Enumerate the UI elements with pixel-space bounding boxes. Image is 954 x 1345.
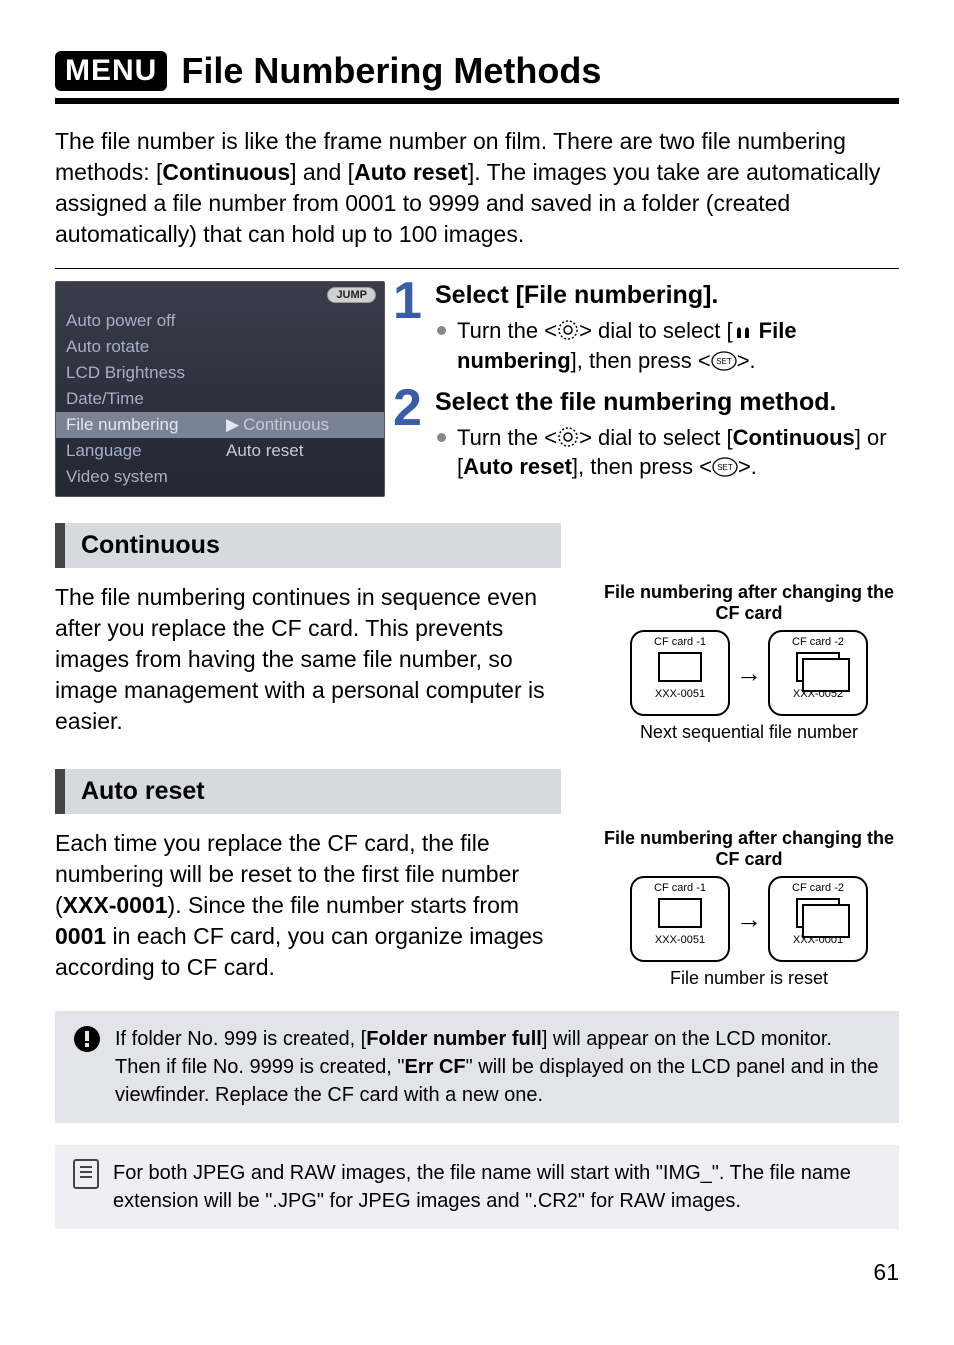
lcd-label: File numbering xyxy=(66,415,226,435)
continuous-body: The file numbering continues in sequence… xyxy=(55,582,575,743)
text: If folder No. 999 is created, [ xyxy=(115,1028,366,1050)
page-number: 61 xyxy=(55,1259,899,1286)
text: > dial to select [ xyxy=(579,318,732,343)
step-2: 2 Select the file numbering method. Turn… xyxy=(437,388,899,482)
lcd-label: Date/Time xyxy=(66,389,226,409)
lcd-screenshot: JUMP Auto power off Auto rotate LCD Brig… xyxy=(55,281,385,497)
text-bold: XXX-0001 xyxy=(63,892,168,918)
lcd-label: Auto power off xyxy=(66,311,226,331)
wrench-icon xyxy=(733,320,753,340)
text: Turn the < xyxy=(457,425,557,450)
step-bullet: Turn the <> dial to select [Continuous] … xyxy=(437,423,899,482)
intro-bold-2: Auto reset xyxy=(354,159,468,185)
figure-caption-bottom: Next sequential file number xyxy=(599,722,899,743)
figure-caption-top: File numbering after changing the CF car… xyxy=(599,828,899,870)
triangle-icon: ▶ xyxy=(226,415,239,435)
text: ], then press < xyxy=(571,348,711,373)
lcd-row-active: File numbering ▶ Continuous xyxy=(56,412,384,438)
page-title: File Numbering Methods xyxy=(181,50,601,92)
text-bold: Auto reset xyxy=(463,454,572,479)
step-1: 1 Select [File numbering]. Turn the <> d… xyxy=(437,281,899,375)
text: >. xyxy=(737,348,756,373)
info-text: For both JPEG and RAW images, the file n… xyxy=(113,1159,881,1215)
text: Turn the < xyxy=(457,318,557,343)
arrow-right-icon: → xyxy=(736,904,762,935)
autoreset-body: Each time you replace the CF card, the f… xyxy=(55,828,575,989)
text: >. xyxy=(738,454,757,479)
intro-bold-1: Continuous xyxy=(162,159,290,185)
steps-row: JUMP Auto power off Auto rotate LCD Brig… xyxy=(55,281,899,497)
lcd-row: Language Auto reset xyxy=(56,438,384,464)
lcd-value: Auto reset xyxy=(226,441,304,461)
autoreset-figure: File numbering after changing the CF car… xyxy=(599,828,899,989)
text-bold: Continuous xyxy=(733,425,855,450)
warning-icon xyxy=(73,1025,101,1053)
autoreset-row: Each time you replace the CF card, the f… xyxy=(55,828,899,989)
step-column: 1 Select [File numbering]. Turn the <> d… xyxy=(397,281,899,497)
figure-caption-bottom: File number is reset xyxy=(599,968,899,989)
set-icon: SET xyxy=(712,457,738,477)
cf-card-1: CF card -1 XXX-0051 xyxy=(630,630,730,716)
text: in each CF card, you can organize images… xyxy=(55,923,543,980)
intro-paragraph: The file number is like the frame number… xyxy=(55,126,899,250)
dial-icon xyxy=(557,426,579,448)
text: ). Since the file number starts from xyxy=(168,892,520,918)
lcd-label: LCD Brightness xyxy=(66,363,226,383)
lcd-label: Auto rotate xyxy=(66,337,226,357)
file-icon xyxy=(796,898,840,928)
step-number: 1 xyxy=(393,271,422,331)
step-heading: Select [File numbering]. xyxy=(435,281,899,310)
note-icon xyxy=(73,1159,99,1189)
dial-icon xyxy=(557,319,579,341)
intro-text: ] and [ xyxy=(290,159,354,185)
cf-filenum: XXX-0051 xyxy=(655,688,705,700)
file-icon xyxy=(658,652,702,682)
step-bullet: Turn the <> dial to select [ File number… xyxy=(437,316,899,375)
step-number: 2 xyxy=(393,378,422,438)
continuous-row: The file numbering continues in sequence… xyxy=(55,582,899,743)
lcd-row: Date/Time xyxy=(56,386,384,412)
text: > dial to select [ xyxy=(579,425,732,450)
cf-card-2: CF card -2 XXX-0052 xyxy=(768,630,868,716)
file-icon xyxy=(796,652,840,682)
jump-button: JUMP xyxy=(327,287,376,303)
lcd-row: Video system xyxy=(56,464,384,490)
section-head-continuous: Continuous xyxy=(55,523,561,568)
text-bold: Folder number full xyxy=(366,1028,542,1050)
file-icon xyxy=(658,898,702,928)
lcd-value: Continuous xyxy=(243,415,329,435)
cf-filenum: XXX-0051 xyxy=(655,934,705,946)
cf-label: CF card -1 xyxy=(654,882,706,894)
text: ], then press < xyxy=(572,454,712,479)
section-head-autoreset: Auto reset xyxy=(55,769,561,814)
warning-text: If folder No. 999 is created, [Folder nu… xyxy=(115,1025,881,1109)
info-note: For both JPEG and RAW images, the file n… xyxy=(55,1145,899,1229)
title-bar: MENU File Numbering Methods xyxy=(55,50,899,104)
lcd-row: LCD Brightness xyxy=(56,360,384,386)
lcd-row: Auto rotate xyxy=(56,334,384,360)
cf-label: CF card -1 xyxy=(654,636,706,648)
warning-note: If folder No. 999 is created, [Folder nu… xyxy=(55,1011,899,1123)
step-heading: Select the file numbering method. xyxy=(435,388,899,417)
divider xyxy=(55,268,899,269)
text-bold: 0001 xyxy=(55,923,106,949)
cf-label: CF card -2 xyxy=(792,882,844,894)
lcd-label: Video system xyxy=(66,467,226,487)
continuous-figure: File numbering after changing the CF car… xyxy=(599,582,899,743)
cf-card-2: CF card -2 XXX-0001 xyxy=(768,876,868,962)
figure-caption-top: File numbering after changing the CF car… xyxy=(599,582,899,624)
svg-text:SET: SET xyxy=(716,357,732,366)
menu-badge: MENU xyxy=(55,51,167,91)
set-icon: SET xyxy=(711,351,737,371)
arrow-right-icon: → xyxy=(736,658,762,689)
text-bold: Err CF xyxy=(404,1056,465,1078)
lcd-label: Language xyxy=(66,441,226,461)
cf-card-1: CF card -1 XXX-0051 xyxy=(630,876,730,962)
cf-label: CF card -2 xyxy=(792,636,844,648)
lcd-row: Auto power off xyxy=(56,308,384,334)
svg-text:SET: SET xyxy=(717,463,733,472)
